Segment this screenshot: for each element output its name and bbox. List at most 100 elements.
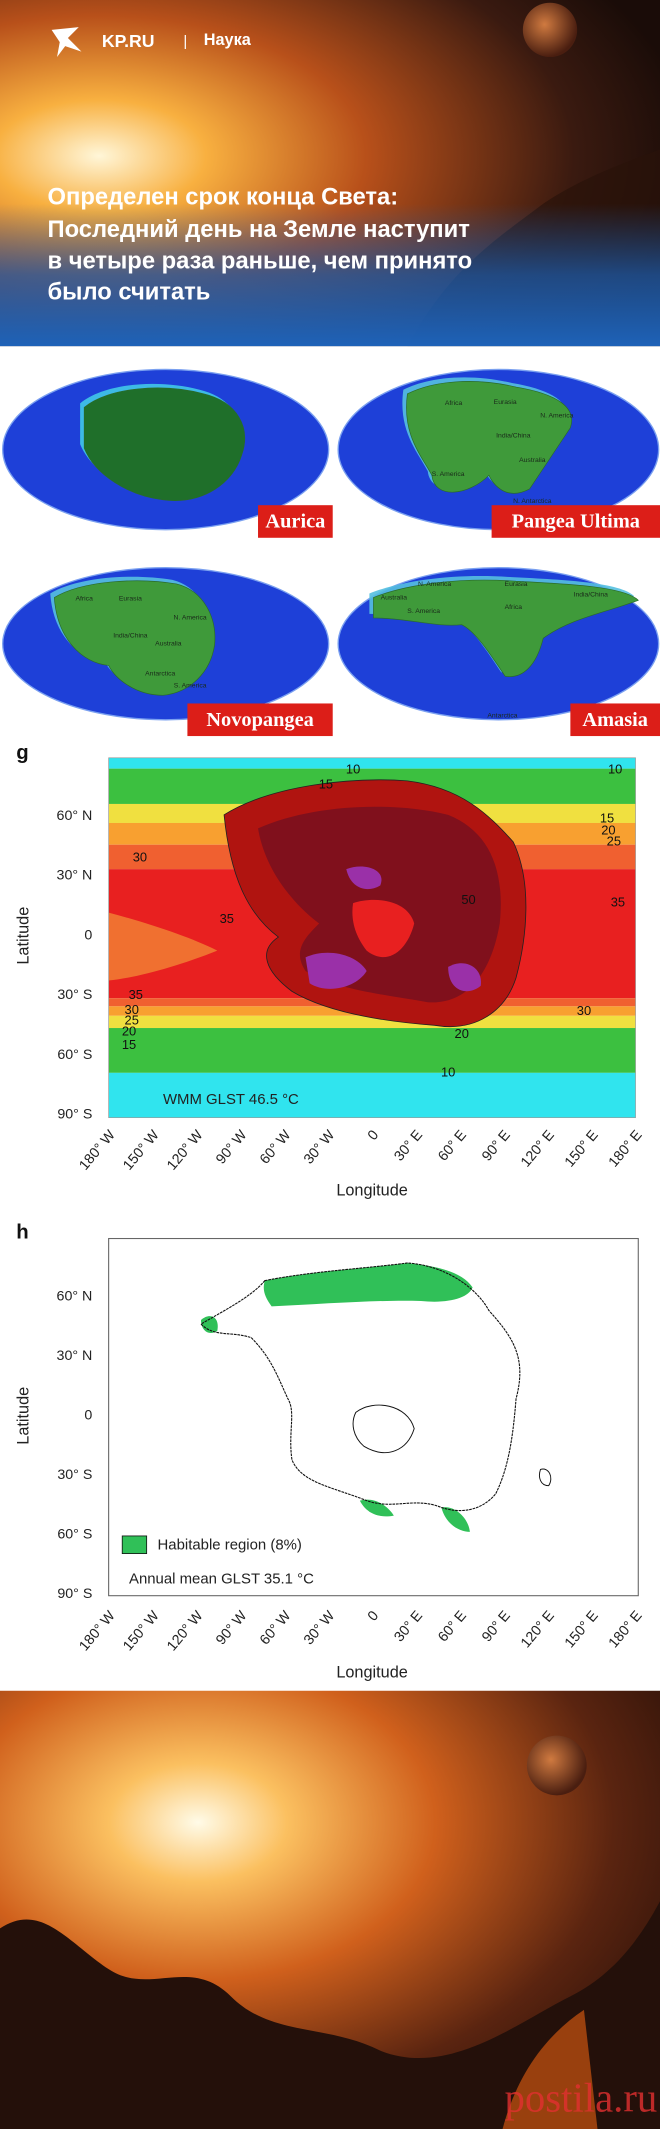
y-tick-label: 0 <box>84 927 92 943</box>
landscape <box>0 1901 660 2129</box>
continent-label: N. Antarctica <box>513 498 552 505</box>
site-logo: KP.RU <box>102 31 155 51</box>
inland-gap <box>352 899 415 958</box>
continent-label: Africa <box>505 604 523 611</box>
continent-label: Eurasia <box>494 399 517 406</box>
habitable-region <box>359 1499 394 1517</box>
contour-label: 30 <box>133 850 147 865</box>
annotation: WMM GLST 46.5 °C <box>163 1091 299 1108</box>
annotation: Annual mean GLST 35.1 °C <box>129 1570 314 1587</box>
orange-wedge <box>108 912 218 981</box>
y-tick-label: 90° S <box>57 1107 92 1123</box>
logo-icon <box>51 27 82 58</box>
inner-outline <box>352 1404 415 1454</box>
habitable-region <box>441 1507 470 1532</box>
continent <box>53 580 216 696</box>
continent-label: S. America <box>174 683 207 690</box>
continent <box>83 387 246 501</box>
contour-label: 15 <box>600 810 614 825</box>
contour-label: 20 <box>455 1026 469 1041</box>
map-name: Novopangea <box>206 709 313 731</box>
separator: | <box>183 33 187 50</box>
section-link: Наука <box>204 31 252 49</box>
y-tick-label: 0 <box>84 1408 92 1424</box>
y-axis-label: Latitude <box>15 907 33 965</box>
contour-label: 35 <box>220 911 234 926</box>
contour-label: 20 <box>122 1024 136 1039</box>
continent-label: India/China <box>113 632 148 639</box>
contour-label: 30 <box>125 1002 139 1017</box>
continent-label: S. America <box>407 608 440 615</box>
temperature-band <box>108 1028 636 1073</box>
watermark: postila.ru <box>505 2076 658 2121</box>
planet <box>526 1735 587 1796</box>
continent-outline <box>200 1262 521 1512</box>
habitable-region <box>200 1316 218 1334</box>
y-tick-label: 60° S <box>57 1527 92 1543</box>
continent-label: N. America <box>418 581 451 588</box>
contour-label: 15 <box>122 1037 136 1052</box>
continent-label: Australia <box>155 641 182 648</box>
contour-label: 35 <box>129 987 143 1002</box>
article-title-line: было считать <box>48 279 211 306</box>
continent-label: N. America <box>540 412 573 419</box>
continent-label: Eurasia <box>505 581 528 588</box>
continent-label: India/China <box>574 592 609 599</box>
continent-label: Eurasia <box>119 596 142 603</box>
contour-label: 10 <box>441 1064 455 1079</box>
article-title-line: Определен срок конца Света: <box>48 184 399 211</box>
y-tick-label: 60° N <box>57 1288 93 1304</box>
map-name: Pangea Ultima <box>512 511 640 533</box>
x-axis-label: Longitude <box>336 1181 408 1199</box>
contour-label: 10 <box>608 761 622 776</box>
contour-label: 35 <box>611 895 625 910</box>
y-tick-label: 30° N <box>57 868 93 884</box>
panel-letter: h <box>16 1221 28 1243</box>
article-title-line: в четыре раза раньше, чем принято <box>48 247 473 274</box>
contour-label: 20 <box>601 823 615 838</box>
continent-label: Africa <box>445 400 463 407</box>
panel-letter: g <box>16 742 28 764</box>
contour-label: 25 <box>125 1013 139 1028</box>
continent-label: Antarctica <box>487 712 517 719</box>
y-axis-label: Latitude <box>15 1387 33 1445</box>
contour-label: 15 <box>319 776 333 791</box>
continent-label: India/China <box>496 433 531 440</box>
legend-swatch <box>121 1535 148 1555</box>
continent-label: S. America <box>432 471 465 478</box>
map-name-box <box>258 505 333 538</box>
y-tick-label: 30° N <box>57 1348 93 1364</box>
plot-frame <box>108 757 636 1119</box>
hottest-region <box>346 866 382 890</box>
temperature-band <box>108 1072 636 1118</box>
y-tick-label: 60° N <box>57 808 93 824</box>
continent-label: Antarctica <box>145 670 175 677</box>
island-outline <box>539 1468 552 1487</box>
legend-label: Habitable region (8%) <box>158 1536 302 1553</box>
y-tick-label: 30° S <box>57 987 92 1003</box>
temperature-band <box>108 757 636 769</box>
map-name: Aurica <box>265 511 325 533</box>
contour-label: 10 <box>346 761 360 776</box>
contour-label: 30 <box>577 1003 591 1018</box>
map-name-box <box>570 703 660 737</box>
contour-label: 25 <box>607 833 621 848</box>
continent-label: Africa <box>76 596 94 603</box>
planet <box>522 2 578 58</box>
continent-label: Australia <box>381 594 408 601</box>
x-axis-label: Longitude <box>336 1663 408 1681</box>
map-name-box <box>187 703 333 737</box>
hottest-region <box>305 952 367 989</box>
y-tick-label: 90° S <box>57 1586 92 1602</box>
lava <box>502 2009 598 2129</box>
map-name: Amasia <box>582 709 648 731</box>
temperature-band <box>108 1015 636 1029</box>
continent-label: N. America <box>174 615 207 622</box>
continent-label: Australia <box>519 457 546 464</box>
y-tick-label: 60° S <box>57 1047 92 1063</box>
map-name-box <box>491 505 660 538</box>
continent <box>406 381 572 494</box>
continent <box>373 579 639 677</box>
